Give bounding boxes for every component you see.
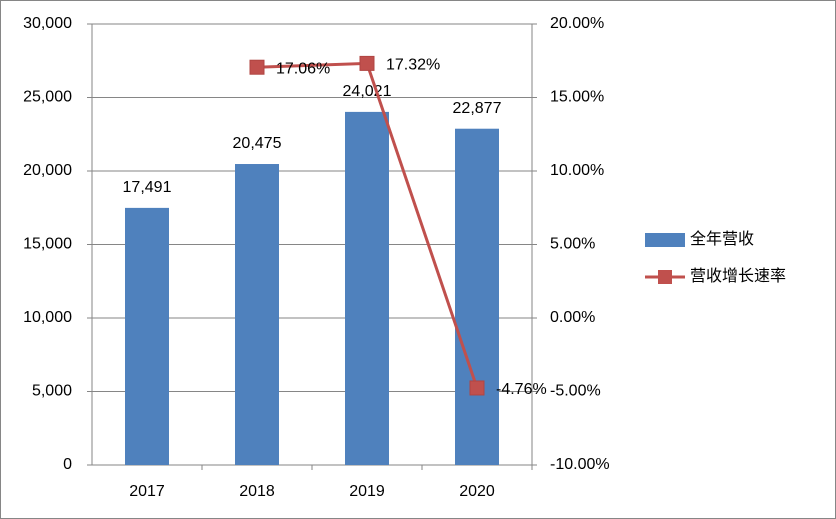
data-label: 24,021 xyxy=(343,83,392,100)
data-label: 17,491 xyxy=(123,179,172,196)
data-label: 17.32% xyxy=(386,57,440,74)
bar xyxy=(345,111,389,465)
y-tick-label: 0 xyxy=(63,456,72,473)
y2-tick-label: 20.00% xyxy=(550,15,604,32)
line-marker xyxy=(469,380,485,396)
x-tick-label: 2018 xyxy=(239,483,275,500)
line-marker xyxy=(249,59,265,75)
bar xyxy=(125,207,169,465)
legend-label: 全年营收 xyxy=(690,230,754,248)
y2-tick-label: 5.00% xyxy=(550,236,595,253)
legend-label: 营收增长速率 xyxy=(690,267,786,285)
y2-tick-label: -10.00% xyxy=(550,456,610,473)
x-tick-label: 2020 xyxy=(459,483,495,500)
y2-tick-label: -5.00% xyxy=(550,383,601,400)
y-tick-label: 5,000 xyxy=(32,383,72,400)
data-label: 17.06% xyxy=(276,60,330,77)
legend-swatch xyxy=(645,233,685,247)
bar xyxy=(455,128,499,465)
y-tick-label: 15,000 xyxy=(23,236,72,253)
x-tick-label: 2019 xyxy=(349,483,385,500)
y-tick-label: 20,000 xyxy=(23,162,72,179)
data-label: 20,475 xyxy=(233,135,282,152)
legend-marker xyxy=(658,270,672,284)
y-tick-label: 30,000 xyxy=(23,15,72,32)
y-tick-label: 10,000 xyxy=(23,309,72,326)
bar xyxy=(235,164,279,465)
y2-tick-label: 10.00% xyxy=(550,162,604,179)
y2-tick-label: 0.00% xyxy=(550,309,595,326)
y-tick-label: 25,000 xyxy=(23,89,72,106)
data-label: 22,877 xyxy=(453,100,502,117)
line-marker xyxy=(359,55,375,71)
x-tick-label: 2017 xyxy=(129,483,165,500)
y2-tick-label: 15.00% xyxy=(550,89,604,106)
data-label: -4.76% xyxy=(496,381,547,398)
